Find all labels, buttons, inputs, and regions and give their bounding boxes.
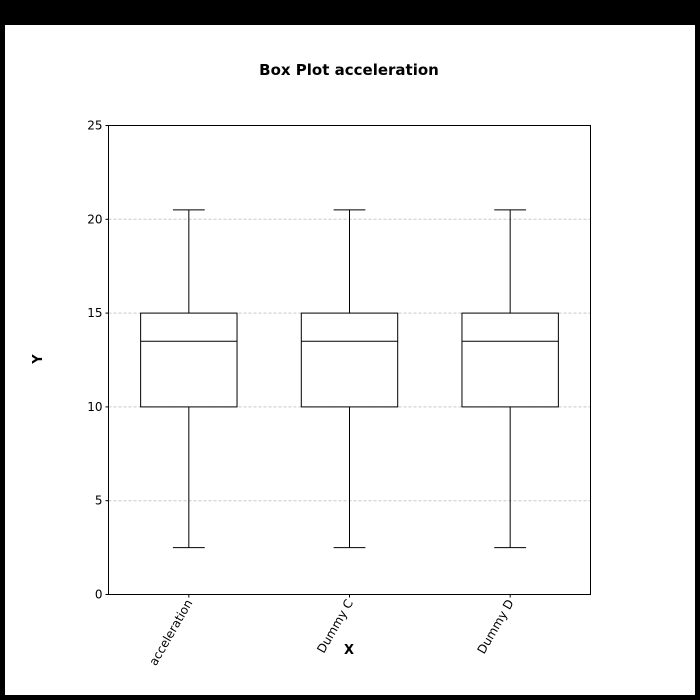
x-axis-label: X bbox=[344, 643, 354, 658]
x-tick-label: acceleration bbox=[146, 597, 195, 668]
y-tick-label: 20 bbox=[87, 212, 102, 226]
y-tick-label: 10 bbox=[87, 400, 102, 414]
interquartile-box bbox=[140, 312, 238, 408]
interquartile-box bbox=[461, 312, 559, 408]
box-2 bbox=[300, 209, 399, 549]
y-tick-label: 15 bbox=[87, 306, 102, 320]
chart-title: Box Plot acceleration bbox=[259, 61, 439, 79]
interquartile-box bbox=[300, 312, 399, 408]
plot-frame bbox=[108, 125, 591, 595]
y-tick-label: 5 bbox=[95, 494, 103, 508]
box-3 bbox=[461, 209, 559, 549]
y-tick-label: 0 bbox=[95, 588, 103, 602]
chart-canvas: Box Plot acceleration Y X 0 5 10 15 20 25 acc… bbox=[5, 25, 695, 695]
y-axis-label: Y bbox=[31, 354, 46, 365]
box-1 bbox=[140, 209, 238, 549]
x-tick-label: Dummy D bbox=[474, 597, 516, 656]
y-tick-label: 25 bbox=[87, 119, 102, 133]
